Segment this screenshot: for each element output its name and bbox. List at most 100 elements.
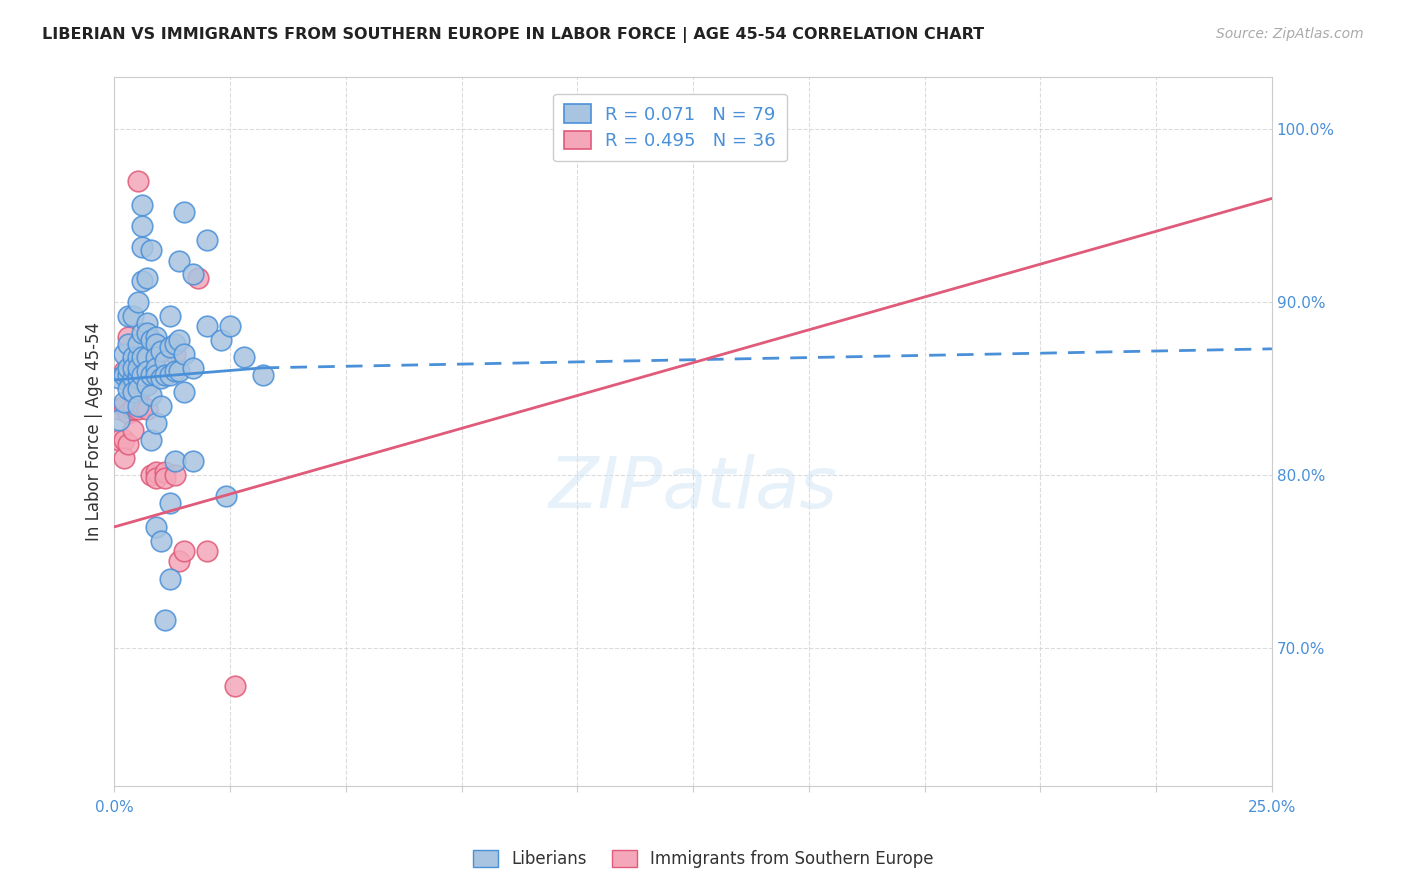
Point xyxy=(145,336,167,351)
Point xyxy=(117,336,139,351)
Point xyxy=(135,351,157,365)
Point xyxy=(141,434,163,448)
Point xyxy=(167,364,190,378)
Point xyxy=(155,465,177,479)
Point xyxy=(145,465,167,479)
Point xyxy=(122,402,145,417)
Point xyxy=(108,413,131,427)
Point xyxy=(224,679,246,693)
Point xyxy=(135,271,157,285)
Point xyxy=(122,351,145,365)
Point xyxy=(127,382,149,396)
Point xyxy=(131,399,153,413)
Point xyxy=(173,205,195,219)
Point xyxy=(252,368,274,382)
Point xyxy=(131,198,153,212)
Point xyxy=(141,368,163,382)
Point xyxy=(131,368,153,382)
Text: ZIPatlas: ZIPatlas xyxy=(548,454,838,523)
Text: 0.0%: 0.0% xyxy=(96,800,134,815)
Point xyxy=(195,233,218,247)
Point xyxy=(195,544,218,558)
Point xyxy=(122,388,145,402)
Point xyxy=(141,468,163,483)
Point xyxy=(117,437,139,451)
Point xyxy=(117,382,139,396)
Point xyxy=(145,520,167,534)
Point xyxy=(163,364,186,378)
Point xyxy=(112,434,135,448)
Point xyxy=(131,368,153,382)
Point xyxy=(159,496,181,510)
Point xyxy=(117,375,139,389)
Point xyxy=(145,351,167,365)
Point xyxy=(181,360,204,375)
Point xyxy=(141,244,163,258)
Point xyxy=(214,489,236,503)
Point xyxy=(117,360,139,375)
Point xyxy=(135,347,157,361)
Point xyxy=(117,368,139,382)
Point xyxy=(127,336,149,351)
Point xyxy=(145,329,167,343)
Point xyxy=(173,544,195,558)
Point xyxy=(181,268,204,282)
Point xyxy=(155,471,177,485)
Point xyxy=(159,309,181,323)
Point xyxy=(135,316,157,330)
Point xyxy=(145,360,167,375)
Point xyxy=(117,406,139,420)
Point xyxy=(167,554,190,568)
Point xyxy=(187,271,209,285)
Point xyxy=(117,309,139,323)
Point xyxy=(112,399,135,413)
Point xyxy=(149,371,172,385)
Point xyxy=(127,371,149,385)
Point xyxy=(173,385,195,400)
Point xyxy=(159,572,181,586)
Point xyxy=(149,533,172,548)
Point xyxy=(112,347,135,361)
Point xyxy=(219,319,242,334)
Point xyxy=(149,343,172,358)
Legend: Liberians, Immigrants from Southern Europe: Liberians, Immigrants from Southern Euro… xyxy=(465,843,941,875)
Point xyxy=(149,399,172,413)
Point xyxy=(163,454,186,468)
Point xyxy=(112,450,135,465)
Point xyxy=(159,368,181,382)
Point xyxy=(131,240,153,254)
Point xyxy=(127,174,149,188)
Point xyxy=(163,468,186,483)
Text: LIBERIAN VS IMMIGRANTS FROM SOUTHERN EUROPE IN LABOR FORCE | AGE 45-54 CORRELATI: LIBERIAN VS IMMIGRANTS FROM SOUTHERN EUR… xyxy=(42,27,984,43)
Point xyxy=(145,368,167,382)
Point xyxy=(141,333,163,347)
Point xyxy=(141,368,163,382)
Point xyxy=(127,368,149,382)
Point xyxy=(131,274,153,288)
Point xyxy=(155,613,177,627)
Point xyxy=(159,340,181,354)
Point xyxy=(108,371,131,385)
Point xyxy=(112,368,135,382)
Point xyxy=(209,333,232,347)
Point xyxy=(135,402,157,417)
Point xyxy=(122,309,145,323)
Point xyxy=(127,295,149,310)
Point xyxy=(135,378,157,392)
Point xyxy=(135,378,157,392)
Text: 25.0%: 25.0% xyxy=(1247,800,1296,815)
Point xyxy=(122,360,145,375)
Point xyxy=(122,423,145,437)
Point xyxy=(127,399,149,413)
Point xyxy=(135,326,157,341)
Point xyxy=(135,364,157,378)
Point xyxy=(131,351,153,365)
Point xyxy=(108,402,131,417)
Point xyxy=(155,354,177,368)
Point xyxy=(127,388,149,402)
Legend: R = 0.071   N = 79, R = 0.495   N = 36: R = 0.071 N = 79, R = 0.495 N = 36 xyxy=(553,94,787,161)
Point xyxy=(163,336,186,351)
Point xyxy=(145,416,167,430)
Point xyxy=(195,319,218,334)
Point xyxy=(167,253,190,268)
